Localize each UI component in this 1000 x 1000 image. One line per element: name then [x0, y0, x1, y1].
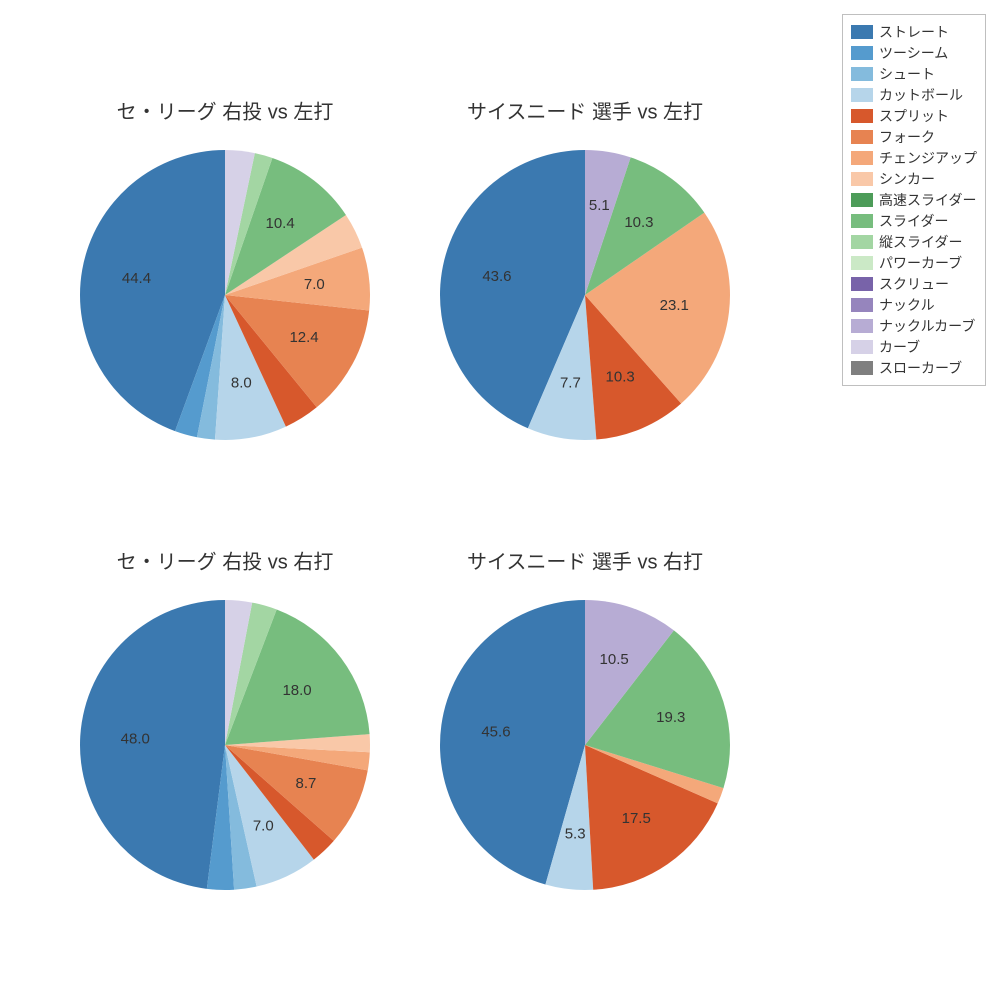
pie-slice-label: 23.1	[660, 297, 689, 314]
legend-swatch	[851, 235, 873, 249]
legend-item: カットボール	[851, 85, 977, 105]
pie-slice-label: 45.6	[481, 724, 510, 741]
legend-item: パワーカーブ	[851, 253, 977, 273]
legend-item: 高速スライダー	[851, 190, 977, 210]
legend-item: ストレート	[851, 22, 977, 42]
pie-slice-label: 19.3	[656, 709, 685, 726]
legend-swatch	[851, 130, 873, 144]
legend-swatch	[851, 340, 873, 354]
legend-item: チェンジアップ	[851, 148, 977, 168]
legend-item: シンカー	[851, 169, 977, 189]
legend-swatch	[851, 151, 873, 165]
pie-slice-label: 10.4	[265, 215, 294, 232]
pie-slice-label: 7.0	[304, 276, 325, 293]
legend-swatch	[851, 361, 873, 375]
legend-swatch	[851, 256, 873, 270]
pie-slice-label: 10.3	[624, 214, 653, 231]
legend-item: スクリュー	[851, 274, 977, 294]
pie-slice-label: 5.3	[565, 825, 586, 842]
pie-chart-tr: 43.6 7.7 10.3 23.1 10.3 5.1	[400, 110, 770, 480]
legend-label: スローカーブ	[879, 358, 962, 378]
pie-slice-label: 8.0	[231, 374, 252, 391]
legend-label: 縦スライダー	[879, 232, 962, 252]
legend-label: ストレート	[879, 22, 949, 42]
legend-label: ナックルカーブ	[879, 316, 975, 336]
legend-label: 高速スライダー	[879, 190, 976, 210]
legend-swatch	[851, 277, 873, 291]
legend-label: ナックル	[879, 295, 935, 315]
pie-slice-label: 8.7	[296, 775, 317, 792]
pie-slice-label: 10.3	[606, 369, 635, 386]
legend-label: スクリュー	[879, 274, 949, 294]
legend-label: チェンジアップ	[879, 148, 977, 168]
legend-item: ツーシーム	[851, 43, 977, 63]
legend-swatch	[851, 193, 873, 207]
pie-slice-label: 44.4	[122, 270, 151, 287]
pie-slice-label: 18.0	[282, 682, 311, 699]
legend-label: パワーカーブ	[879, 253, 962, 273]
pie-slice-label: 48.0	[121, 730, 150, 747]
legend-label: シュート	[879, 64, 935, 84]
legend-label: カーブ	[879, 337, 920, 357]
legend-swatch	[851, 25, 873, 39]
chart-grid: ストレートツーシームシュートカットボールスプリットフォークチェンジアップシンカー…	[0, 0, 1000, 1000]
legend-swatch	[851, 109, 873, 123]
pie-slice-label: 12.4	[289, 329, 318, 346]
legend-swatch	[851, 319, 873, 333]
legend-label: スプリット	[879, 106, 949, 126]
pie-slice-label: 43.6	[482, 268, 511, 285]
pie-chart-br: 45.6 5.3 17.5 19.3 10.5	[400, 560, 770, 930]
pie-slice-label: 7.7	[560, 375, 581, 392]
pie-slice	[80, 600, 225, 889]
legend-item: スローカーブ	[851, 358, 977, 378]
legend-label: シンカー	[879, 169, 935, 189]
pie-slice-label: 5.1	[589, 197, 610, 214]
pie-chart-tl: 44.4 8.0 12.4 7.0 10.4	[40, 110, 410, 480]
legend-item: 縦スライダー	[851, 232, 977, 252]
legend-swatch	[851, 67, 873, 81]
legend-item: シュート	[851, 64, 977, 84]
legend-label: フォーク	[879, 127, 935, 147]
legend-item: カーブ	[851, 337, 977, 357]
legend-item: ナックル	[851, 295, 977, 315]
legend-swatch	[851, 46, 873, 60]
legend-swatch	[851, 88, 873, 102]
legend-label: ツーシーム	[879, 43, 948, 63]
legend-item: スライダー	[851, 211, 977, 231]
pie-slice-label: 7.0	[253, 817, 274, 834]
pie-slice-label: 10.5	[600, 651, 629, 668]
legend-label: カットボール	[879, 85, 963, 105]
legend-item: スプリット	[851, 106, 977, 126]
legend-item: ナックルカーブ	[851, 316, 977, 336]
pie-chart-bl: 48.0 7.0 8.7 18.0	[40, 560, 410, 930]
legend-label: スライダー	[879, 211, 948, 231]
legend-swatch	[851, 214, 873, 228]
legend: ストレートツーシームシュートカットボールスプリットフォークチェンジアップシンカー…	[842, 14, 986, 386]
legend-swatch	[851, 298, 873, 312]
legend-item: フォーク	[851, 127, 977, 147]
pie-slice-label: 17.5	[622, 810, 651, 827]
legend-swatch	[851, 172, 873, 186]
